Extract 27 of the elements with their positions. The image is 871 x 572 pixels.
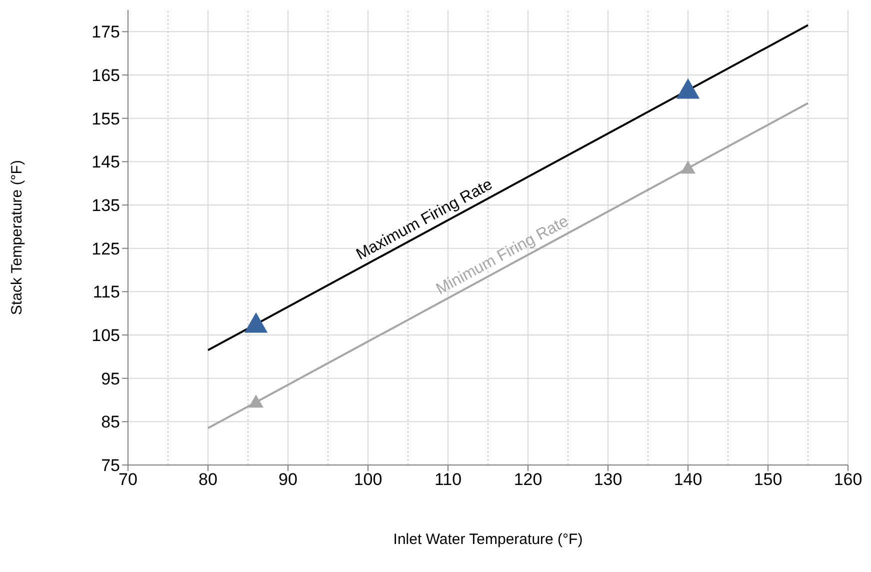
x-tick-label: 130 — [594, 470, 622, 490]
point — [248, 395, 264, 408]
y-tick-label: 75 — [101, 456, 120, 476]
y-tick-label: 155 — [92, 109, 120, 128]
point — [676, 78, 700, 99]
x-tick-label: 110 — [434, 470, 462, 490]
x-tick-label: 70 — [118, 470, 138, 490]
x-tick-label: 90 — [278, 470, 298, 490]
y-tick-label: 125 — [92, 239, 120, 258]
x-tick-label: 150 — [754, 470, 782, 490]
y-tick-label: 105 — [92, 326, 120, 346]
y-axis-title: Stack Temperature (°F) — [8, 160, 26, 315]
x-tick-label: 80 — [198, 470, 218, 490]
y-tick-label: 95 — [101, 369, 120, 388]
y-tick-label: 145 — [92, 152, 120, 172]
y-tick-label: 115 — [92, 282, 120, 302]
x-axis-title: Inlet Water Temperature (°F) — [393, 531, 583, 548]
x-tick-label: 140 — [674, 470, 702, 490]
x-tick-label: 100 — [354, 470, 382, 490]
x-tick-label: 160 — [834, 470, 862, 490]
y-tick-label: 85 — [101, 412, 120, 432]
x-tick-label: 120 — [514, 470, 542, 490]
point — [680, 161, 696, 174]
y-tick-label: 165 — [92, 66, 120, 86]
point — [244, 312, 268, 333]
y-tick-label: 175 — [92, 22, 120, 42]
y-tick-label: 135 — [92, 196, 120, 216]
